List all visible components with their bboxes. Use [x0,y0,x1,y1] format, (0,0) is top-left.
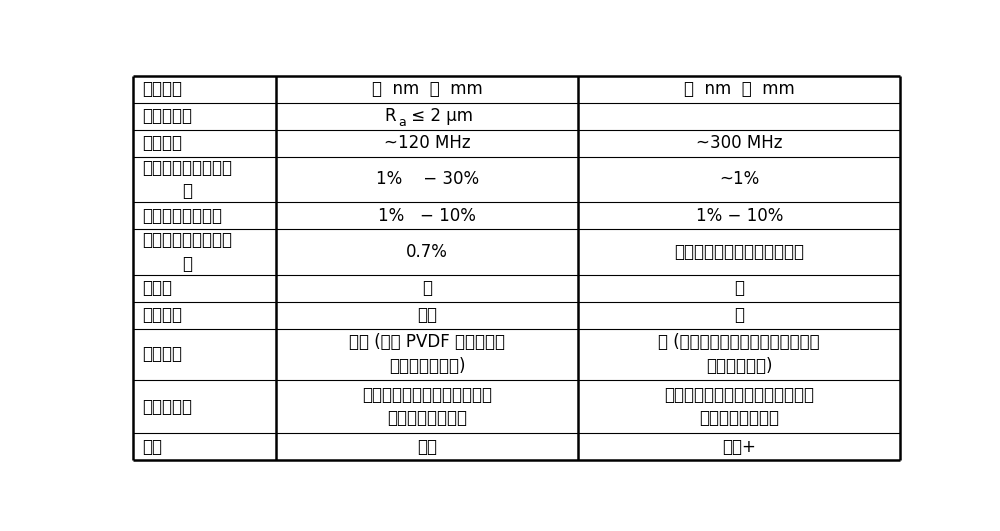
Text: 探头寿命: 探头寿命 [142,345,182,363]
Text: 1% − 10%: 1% − 10% [696,207,783,225]
Text: 一般: 一般 [417,438,437,456]
Text: ~120 MHz: ~120 MHz [384,134,471,152]
Text: 几  nm  到  mm: 几 nm 到 mm [372,80,483,98]
Text: R: R [385,107,396,125]
Text: 高 (元器件寿命长而且利用光束探测
不用接触样品): 高 (元器件寿命长而且利用光束探测 不用接触样品) [658,333,820,375]
Text: 高: 高 [734,306,744,324]
Text: 可再现性: 可再现性 [142,306,182,324]
Text: 一般: 一般 [417,306,437,324]
Text: 一般+: 一般+ [722,438,756,456]
Text: 1%    − 30%: 1% − 30% [376,170,479,189]
Text: 系统简单，容易保养，出故障
时，容易检查维修: 系统简单，容易保养，出故障 时，容易检查维修 [362,386,492,427]
Text: 信噪比: 信噪比 [142,279,172,297]
Text: ~1%: ~1% [719,170,759,189]
Text: 一般 (由于 PVDF 薄膜容易老
化需要经常更换): 一般 (由于 PVDF 薄膜容易老 化需要经常更换) [349,333,505,375]
Text: 系统复杂，保养较困难，出现故障
时，检查维修困难: 系统复杂，保养较困难，出现故障 时，检查维修困难 [664,386,814,427]
Text: ≤ 2 μm: ≤ 2 μm [406,107,473,125]
Text: 厚度测量相对误差: 厚度测量相对误差 [142,207,222,225]
Text: a: a [398,116,406,129]
Text: 0.7%: 0.7% [406,243,448,261]
Text: ~300 MHz: ~300 MHz [696,134,782,152]
Text: 表面粗糙度: 表面粗糙度 [142,107,192,125]
Text: 1%   − 10%: 1% − 10% [378,207,476,225]
Text: 保养和维修: 保养和维修 [142,398,192,416]
Text: 几  nm  到  mm: 几 nm 到 mm [684,80,795,98]
Text: 高: 高 [734,279,744,297]
Text: 测量带宽: 测量带宽 [142,134,182,152]
Text: 多孔密度测量相对误
差: 多孔密度测量相对误 差 [142,231,232,273]
Text: 尚未应用到该特性参数的测量: 尚未应用到该特性参数的测量 [674,243,804,261]
Text: 成本: 成本 [142,438,162,456]
Text: 杨氏模量测量相对误
差: 杨氏模量测量相对误 差 [142,159,232,200]
Text: 薄膜厚度: 薄膜厚度 [142,80,182,98]
Text: 高: 高 [422,279,432,297]
